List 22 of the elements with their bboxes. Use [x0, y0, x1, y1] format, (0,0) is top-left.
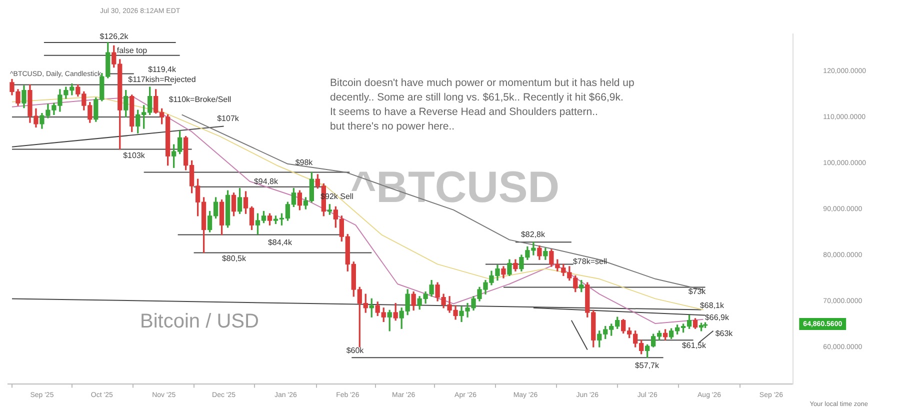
- annotation: false top: [116, 46, 148, 56]
- annotation: $68,1k: [700, 301, 726, 310]
- annotation: $103k: [123, 151, 146, 160]
- annotation: $98k: [295, 158, 314, 168]
- annotation: $84,4k: [268, 238, 294, 248]
- annotation: Bitcoin / USD: [140, 310, 259, 333]
- annotation: $119,4k: [148, 65, 177, 74]
- annotation: $78k=sell: [572, 257, 608, 266]
- annotation: $82,8k: [520, 230, 546, 240]
- annotation: $57,7k: [634, 361, 660, 370]
- annotation: $110k=Broke/Sell: [168, 95, 232, 104]
- annotation: $61,5k: [682, 341, 708, 350]
- annotation: $117kish=Rejected: [128, 75, 196, 84]
- annotation: $107k: [217, 114, 240, 124]
- annotation: $73k: [688, 287, 707, 296]
- annotation: $126,2k: [100, 32, 130, 42]
- annotation: Bitcoin doesn't have much power or momentum but it has held up decently.. Some are still long vs. $61,5k.. Recently it hit $66,9k. It seems to have a Reverse Head and Shoulders pattern.. but there's no power here..: [330, 76, 634, 132]
- annotation: $63k: [715, 329, 734, 338]
- annotation: $80,5k: [222, 254, 248, 264]
- annotation: $66,9k: [704, 313, 730, 322]
- annotation: $94,8k: [254, 177, 280, 186]
- annotation: $60k: [346, 346, 365, 356]
